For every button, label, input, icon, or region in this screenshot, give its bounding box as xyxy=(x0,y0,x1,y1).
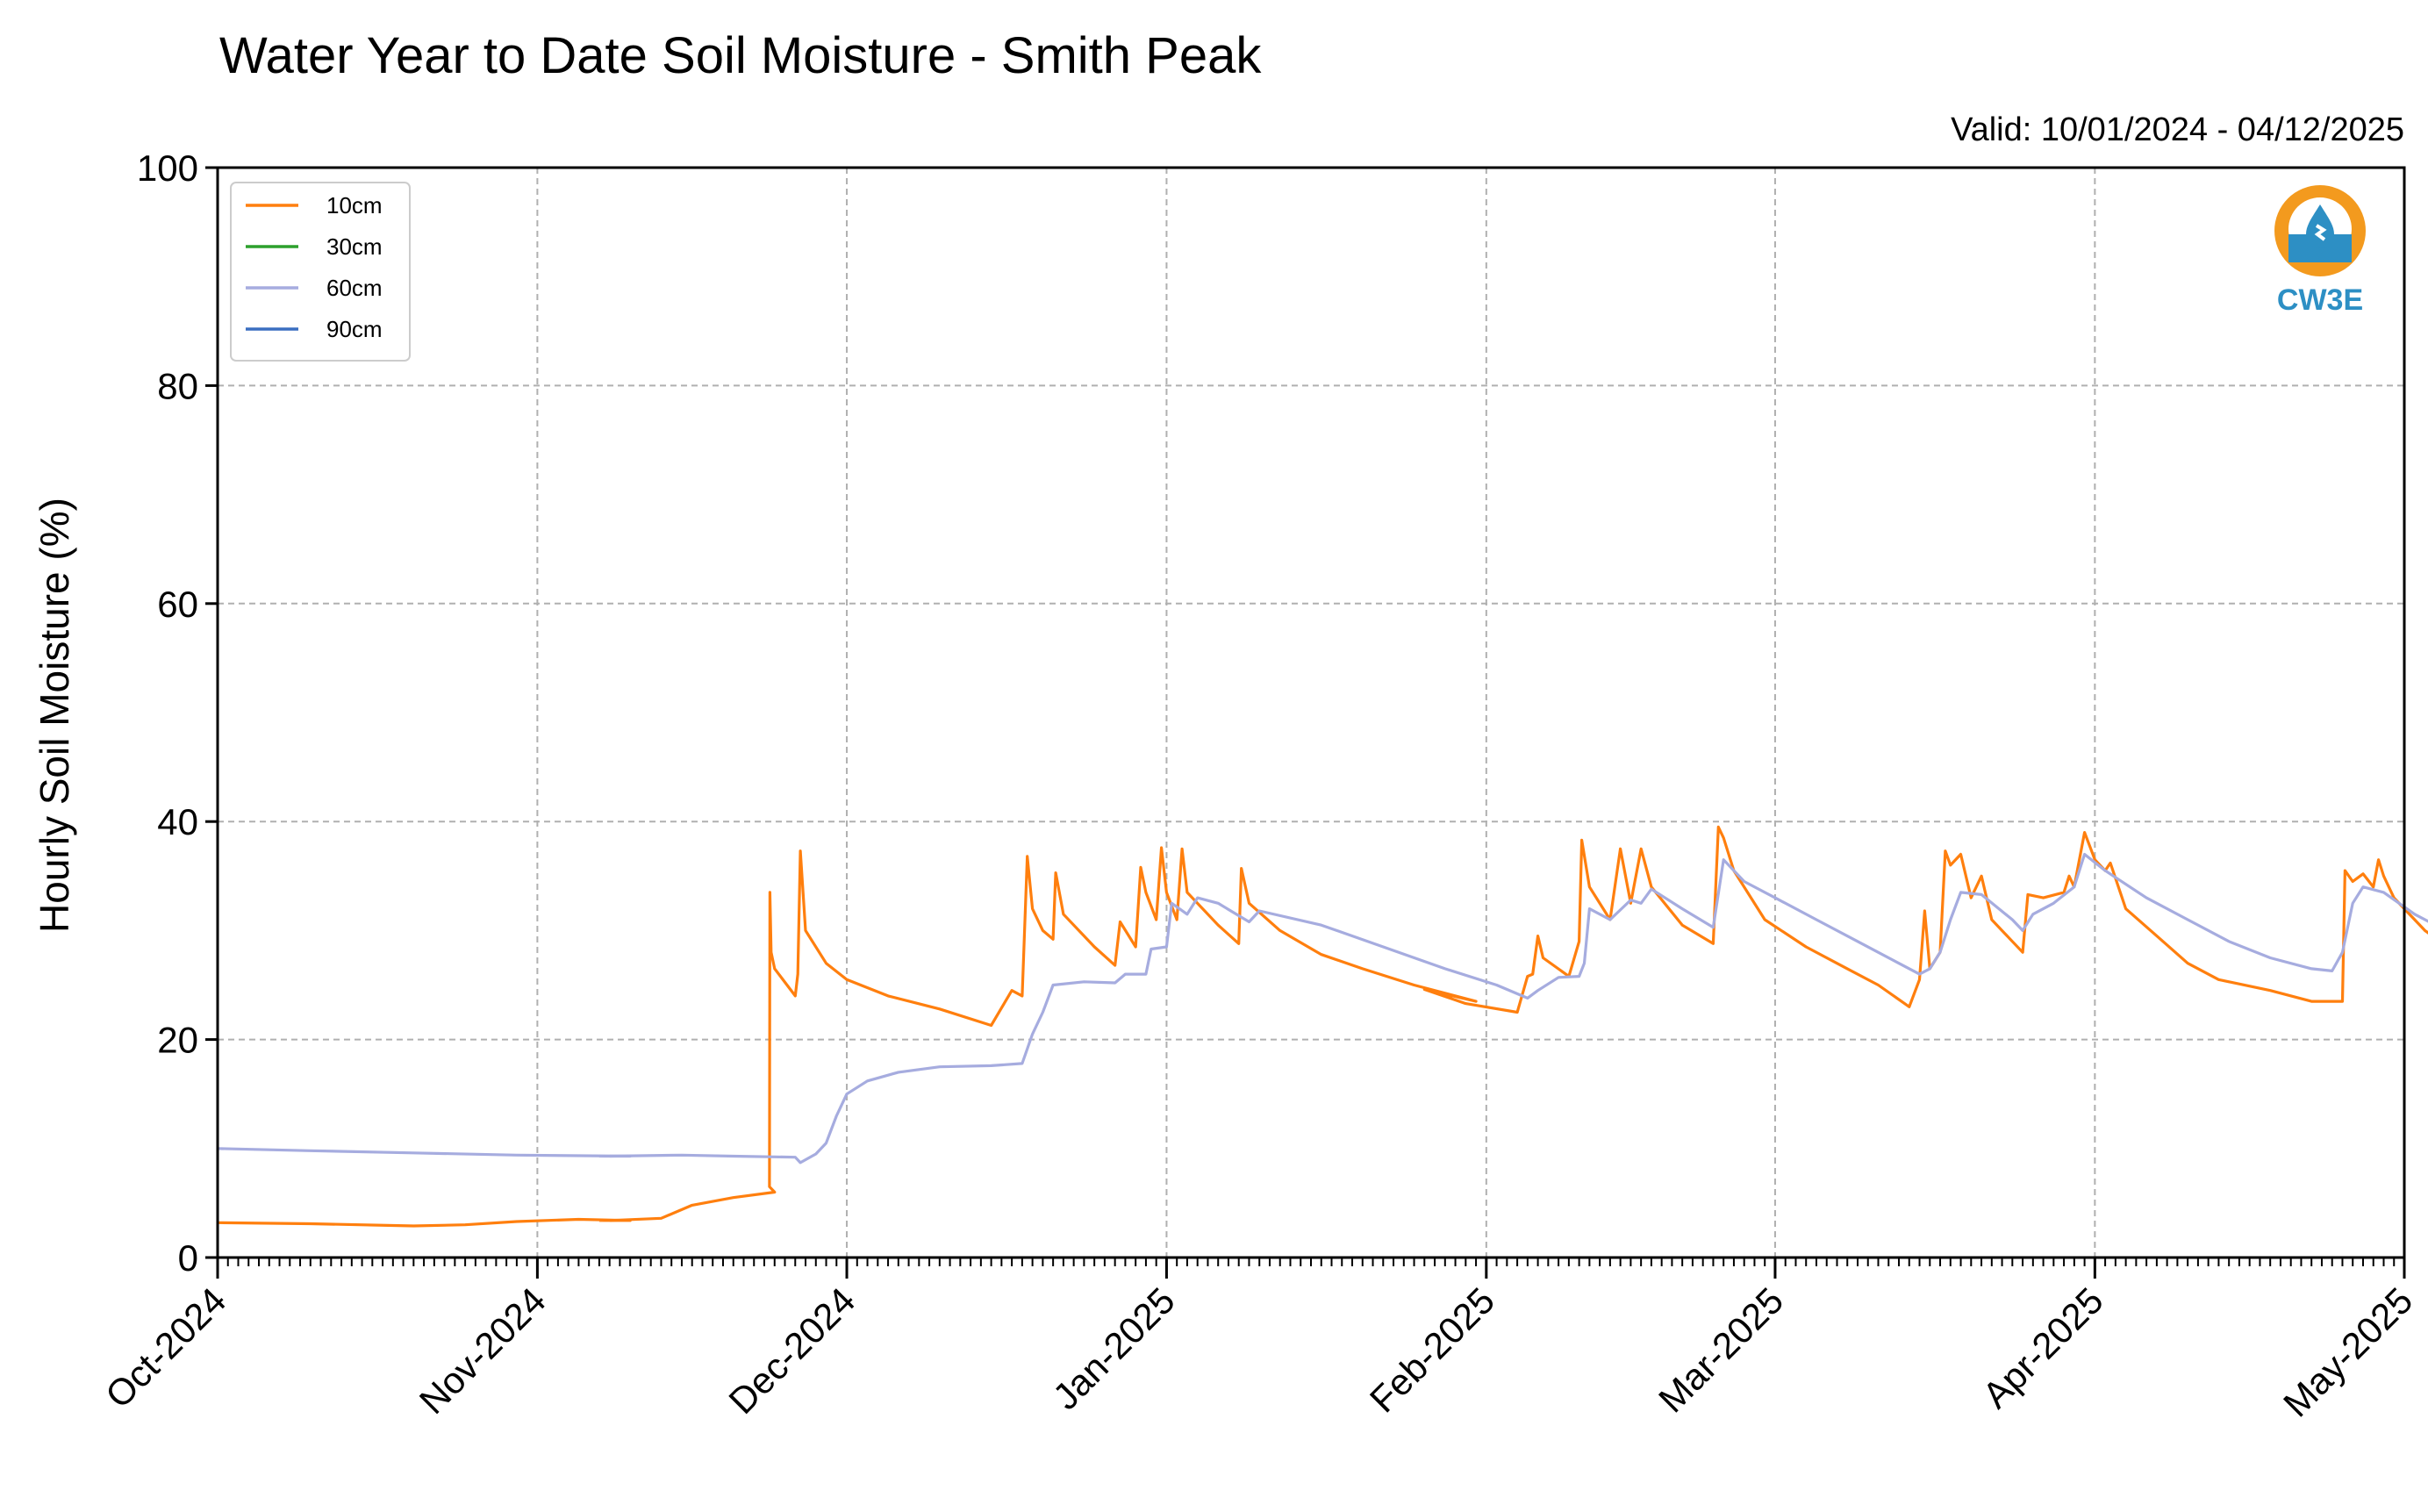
legend: 10cm 30cm 60cm 90cm xyxy=(230,182,411,362)
series-line-60cm xyxy=(609,852,2428,1164)
series-lines xyxy=(217,825,2428,1228)
x-tick-label: Nov-2024 xyxy=(412,1279,554,1422)
x-tick-label: Mar-2025 xyxy=(1651,1279,1791,1420)
x-tick-label: May-2025 xyxy=(2275,1279,2420,1424)
legend-label-60cm: 60cm xyxy=(326,275,383,301)
x-tick-label: Oct-2024 xyxy=(97,1279,233,1415)
legend-label-10cm: 10cm xyxy=(326,192,383,219)
y-tick-label: 40 xyxy=(157,801,198,842)
x-tick-label: Apr-2025 xyxy=(1974,1279,2110,1415)
series-line-10cm xyxy=(217,1217,632,1228)
y-axis-label: Hourly Soil Moisture (%) xyxy=(32,498,77,933)
legend-items: 10cm 30cm 60cm 90cm xyxy=(246,192,383,342)
legend-label-90cm: 90cm xyxy=(326,316,383,342)
chart-title: Water Year to Date Soil Moisture - Smith… xyxy=(219,27,1262,84)
plot-frame xyxy=(216,166,2406,1259)
y-tick-label: 80 xyxy=(157,365,198,406)
y-tick-label: 20 xyxy=(157,1020,198,1061)
axis-ticks xyxy=(205,166,2406,1279)
gridlines xyxy=(218,168,2404,1258)
x-tick-label: Feb-2025 xyxy=(1362,1279,1502,1420)
y-tick-label: 100 xyxy=(137,147,198,189)
y-tick-label: 60 xyxy=(157,584,198,625)
tick-labels: 0 20 40 60 80 100 Oct-2024 Nov-2024 Dec-2024 Jan-… xyxy=(97,147,2420,1424)
legend-label-30cm: 30cm xyxy=(326,233,383,260)
y-tick-label: 0 xyxy=(178,1237,198,1279)
series-line-10cm xyxy=(609,825,2428,1222)
cw3e-logo: CW3E xyxy=(2274,185,2366,317)
logo-text: CW3E xyxy=(2277,283,2363,317)
x-tick-label: Jan-2025 xyxy=(1045,1279,1183,1417)
series-line-60cm xyxy=(217,1147,632,1158)
lightning-icon xyxy=(2314,224,2327,241)
x-tick-label: Dec-2024 xyxy=(720,1279,863,1422)
chart-subtitle: Valid: 10/01/2024 - 04/12/2025 xyxy=(1951,111,2404,148)
legend-box xyxy=(230,182,411,362)
